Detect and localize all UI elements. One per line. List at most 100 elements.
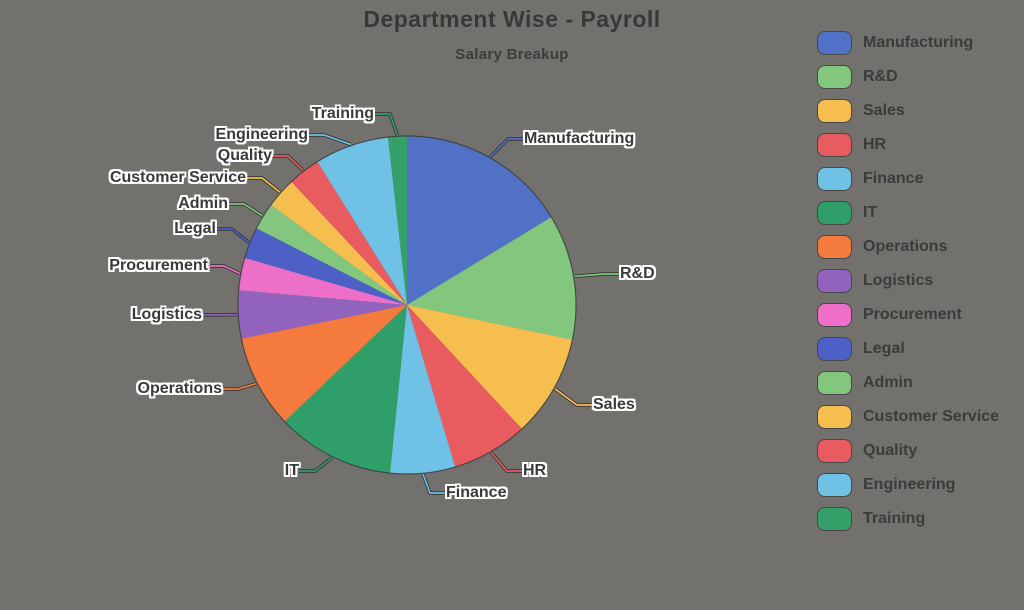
legend-swatch-icon (817, 405, 852, 429)
legend-label: Quality (863, 442, 918, 459)
leader-line-quality (272, 155, 304, 171)
pie-slice-finance[interactable] (390, 305, 456, 475)
legend-item-admin[interactable]: Admin (817, 371, 999, 395)
pie-slice-customer-service[interactable] (270, 181, 407, 305)
legend-label: R&D (863, 68, 898, 85)
legend-swatch-icon (817, 235, 852, 259)
leader-line-training (374, 113, 399, 136)
pie-slice-training[interactable] (387, 136, 407, 305)
leader-line-customer-service (246, 177, 281, 193)
leader-line-outline (216, 227, 250, 244)
legend-label: Legal (863, 340, 905, 357)
legend: Manufacturing R&D Sales HR Finance IT Operatio… (817, 31, 999, 541)
slice-label-manufacturing: Manufacturing (524, 130, 635, 147)
slice-label-legal: Legal (174, 220, 216, 237)
legend-swatch-icon (817, 133, 852, 157)
pie-outline-circle (237, 135, 577, 475)
legend-swatch-icon (817, 507, 852, 531)
leader-line-legal (216, 228, 250, 244)
legend-label: IT (863, 204, 878, 221)
pie-slice-hr[interactable] (407, 305, 522, 467)
legend-label: Customer Service (863, 408, 1000, 425)
legend-swatch-icon (817, 337, 852, 361)
legend-item-logistics[interactable]: Logistics (817, 269, 999, 293)
legend-label: Admin (863, 374, 913, 391)
pie-slice-sales[interactable] (407, 305, 573, 429)
slice-label-it: IT (284, 462, 299, 479)
legend-swatch-icon (817, 31, 852, 55)
legend-swatch-icon (817, 99, 852, 123)
pie-slice-admin[interactable] (256, 204, 407, 305)
leader-line-outline (489, 137, 524, 159)
leader-line-manufacturing (489, 138, 524, 158)
slice-label-finance: Finance (446, 484, 507, 501)
legend-item-sales[interactable]: Sales (817, 99, 999, 123)
leader-line-operations (222, 382, 257, 390)
leader-lines (202, 112, 620, 495)
chart-title: Department Wise - Payroll (363, 6, 661, 32)
slice-label-training: Training (311, 105, 374, 122)
legend-item-operations[interactable]: Operations (817, 235, 999, 259)
leader-line-outline (228, 202, 264, 218)
leader-line-procurement (208, 265, 241, 275)
legend-item-quality[interactable]: Quality (817, 439, 999, 463)
slice-label-sales: Sales (593, 396, 635, 413)
leader-line-hr (490, 452, 523, 472)
legend-item-customer-service[interactable]: Customer Service (817, 405, 999, 429)
leader-line-outline (299, 456, 334, 473)
slice-label-procurement: Procurement (109, 257, 208, 274)
leader-line-outline (246, 176, 281, 194)
legend-item-procurement[interactable]: Procurement (817, 303, 999, 327)
pie-slice-operations[interactable] (241, 305, 407, 422)
legend-item-finance[interactable]: Finance (817, 167, 999, 191)
legend-item-hr[interactable]: HR (817, 133, 999, 157)
legend-swatch-icon (817, 269, 852, 293)
pie-slices (238, 136, 577, 475)
chart-subtitle: Salary Breakup (455, 46, 569, 63)
legend-swatch-icon (817, 473, 852, 497)
leader-line-admin (228, 203, 263, 217)
legend-swatch-icon (817, 439, 852, 463)
pie-slice-legal[interactable] (244, 228, 407, 305)
legend-item-it[interactable]: IT (817, 201, 999, 225)
legend-label: HR (863, 136, 887, 153)
pie-slice-manufacturing[interactable] (407, 136, 552, 305)
legend-label: Logistics (863, 272, 934, 289)
leader-line-outline (272, 154, 305, 172)
legend-item-r-d[interactable]: R&D (817, 65, 999, 89)
slice-label-operations: Operations (137, 380, 222, 397)
legend-label: Manufacturing (863, 34, 974, 51)
leader-line-outline (489, 451, 523, 473)
slice-label-quality: Quality (217, 147, 272, 164)
legend-label: Sales (863, 102, 905, 119)
legend-item-training[interactable]: Training (817, 507, 999, 531)
legend-label: Engineering (863, 476, 956, 493)
pie-slice-logistics[interactable] (238, 290, 407, 339)
leader-line-r-d (574, 273, 620, 278)
pie-outline (237, 135, 577, 475)
legend-swatch-icon (817, 167, 852, 191)
pie-slice-procurement[interactable] (238, 257, 407, 305)
legend-item-engineering[interactable]: Engineering (817, 473, 999, 497)
legend-label: Operations (863, 238, 948, 255)
pie-slice-it[interactable] (284, 305, 407, 474)
legend-swatch-icon (817, 371, 852, 395)
legend-item-legal[interactable]: Legal (817, 337, 999, 361)
legend-label: Finance (863, 170, 924, 187)
slice-label-engineering: Engineering (215, 126, 308, 143)
leader-line-engineering (308, 134, 352, 146)
leader-line-outline (208, 264, 241, 276)
legend-swatch-icon (817, 65, 852, 89)
pie-slice-engineering[interactable] (317, 137, 407, 305)
slice-label-r-d: R&D (620, 265, 655, 282)
legend-label: Procurement (863, 306, 962, 323)
pie-slice-r-d[interactable] (407, 217, 577, 340)
legend-swatch-icon (817, 303, 852, 327)
slice-label-hr: HR (523, 462, 547, 479)
leader-line-it (299, 456, 333, 472)
pie-slice-quality[interactable] (291, 161, 407, 305)
legend-item-manufacturing[interactable]: Manufacturing (817, 31, 999, 55)
legend-swatch-icon (817, 201, 852, 225)
slice-label-customer-service: Customer Service (109, 169, 246, 186)
